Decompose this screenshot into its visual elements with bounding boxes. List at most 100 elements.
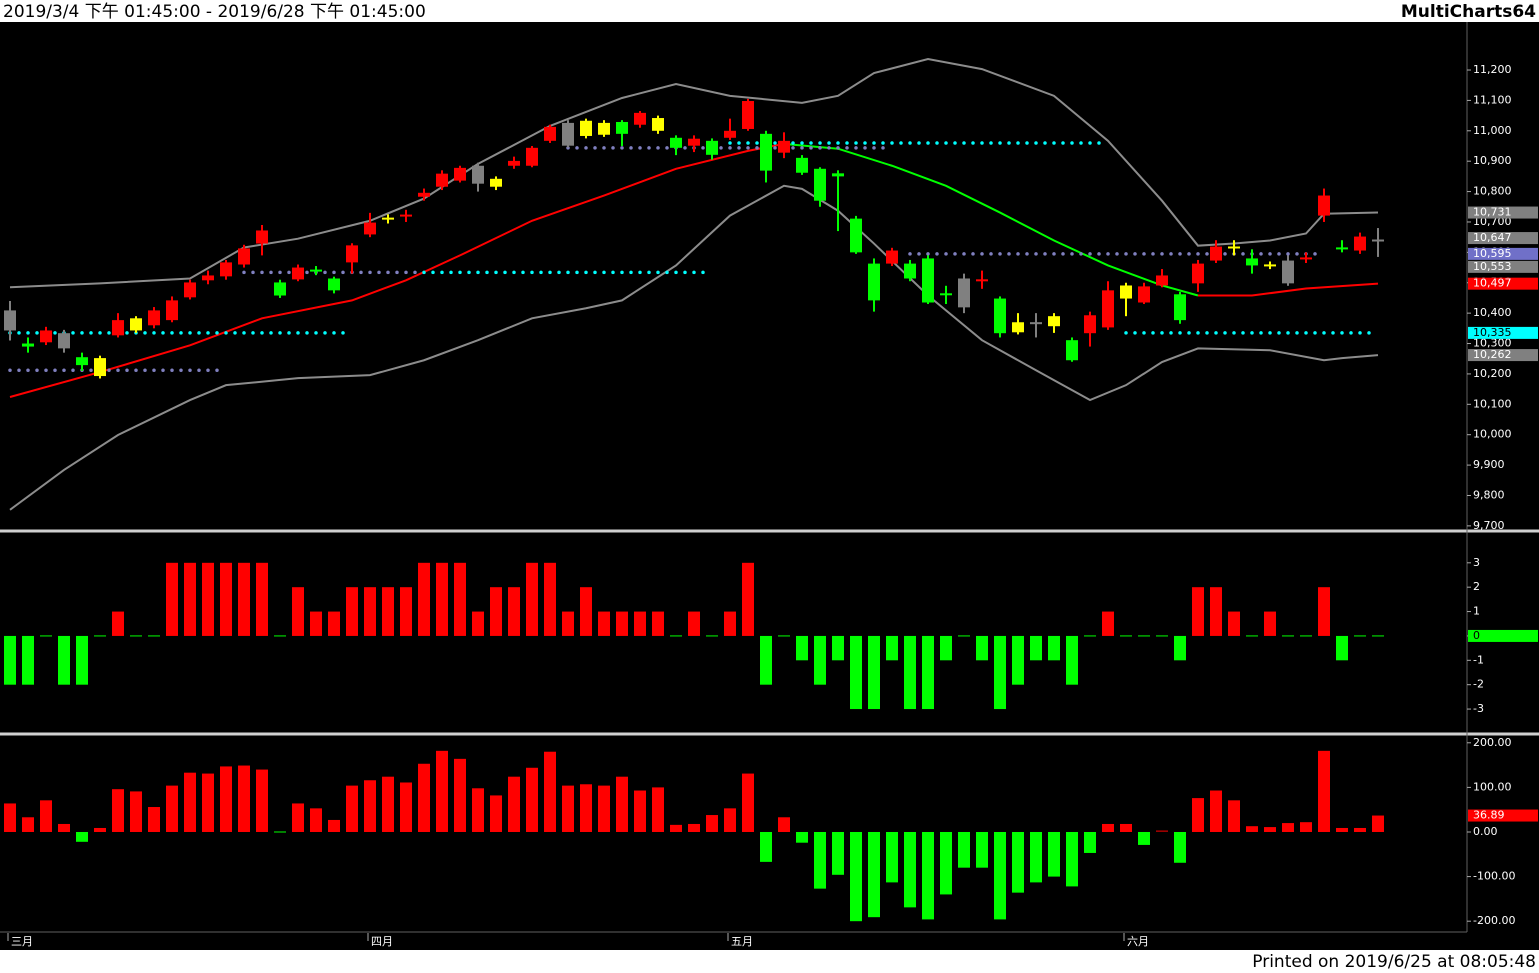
bar <box>706 635 718 637</box>
value-tag-label: 10,335 <box>1473 326 1512 339</box>
header-bar <box>0 0 1539 22</box>
bar <box>58 635 70 685</box>
bar <box>490 795 502 832</box>
bar <box>904 635 916 710</box>
candle-body <box>76 357 88 366</box>
bar <box>148 635 160 637</box>
indicator-line <box>9 142 785 398</box>
bar <box>58 823 70 832</box>
bar <box>112 789 124 832</box>
bar <box>922 831 934 920</box>
bar <box>1048 831 1060 877</box>
bar <box>976 831 988 868</box>
bar <box>526 562 538 636</box>
y-tick-label: -2 <box>1473 678 1484 691</box>
bar <box>130 635 142 637</box>
bar <box>436 750 448 832</box>
bar <box>706 815 718 832</box>
y-tick-label: 100.00 <box>1473 780 1512 793</box>
bar <box>40 635 52 637</box>
bar <box>1192 798 1204 832</box>
y-tick-label: 2 <box>1473 580 1480 593</box>
bar <box>454 758 466 832</box>
y-tick-label: 0.00 <box>1473 825 1498 838</box>
bar <box>1102 823 1114 832</box>
bar <box>202 773 214 832</box>
bar <box>598 611 610 636</box>
bar <box>1012 831 1024 893</box>
candle-body <box>1264 264 1276 267</box>
y-tick-label: -1 <box>1473 653 1484 666</box>
bar <box>958 635 970 637</box>
candle-body <box>1156 275 1168 286</box>
bar <box>904 831 916 908</box>
y-tick-label: 200.00 <box>1473 736 1512 749</box>
candle-body <box>58 333 70 349</box>
bar <box>1210 587 1222 636</box>
candle-body <box>1372 239 1384 242</box>
bar <box>508 776 520 832</box>
bar <box>1174 831 1186 863</box>
value-tag <box>1468 809 1538 822</box>
bar <box>742 562 754 636</box>
bar <box>94 827 106 832</box>
bar <box>994 635 1006 710</box>
candle-body <box>1336 247 1348 250</box>
candle-body <box>436 173 448 187</box>
candle-body <box>1300 257 1312 260</box>
candle-body <box>1012 322 1024 333</box>
bar <box>310 808 322 832</box>
candle-body <box>130 318 142 331</box>
bar <box>1318 587 1330 636</box>
bar <box>940 635 952 661</box>
bar <box>436 562 448 636</box>
bar <box>1174 635 1186 661</box>
bar <box>490 587 502 636</box>
candle-body <box>976 279 988 282</box>
candle-body <box>778 140 790 153</box>
bar <box>1102 611 1114 636</box>
bar <box>1012 635 1024 685</box>
candle-body <box>238 248 250 265</box>
bar <box>1048 635 1060 661</box>
bar <box>1192 587 1204 636</box>
bar <box>724 808 736 832</box>
bar <box>796 635 808 661</box>
bar <box>760 635 772 685</box>
bar <box>868 831 880 918</box>
candle-body <box>328 278 340 291</box>
candle-body <box>832 173 844 177</box>
candle-body <box>706 140 718 155</box>
candle-body <box>562 122 574 146</box>
bar <box>688 611 700 636</box>
bar <box>1120 823 1132 832</box>
y-tick-label: 11,000 <box>1473 124 1512 137</box>
bar <box>616 776 628 832</box>
bar <box>1354 827 1366 832</box>
bar <box>616 611 628 636</box>
bar <box>832 831 844 875</box>
bar <box>1300 635 1312 637</box>
bar <box>1336 635 1348 661</box>
bar <box>4 635 16 685</box>
candle-body <box>544 126 556 141</box>
bar <box>202 562 214 636</box>
bar <box>562 611 574 636</box>
candle-body <box>148 310 160 326</box>
bar <box>814 635 826 685</box>
candle-body <box>796 157 808 173</box>
value-tag-label: 10,731 <box>1473 206 1512 219</box>
bar <box>454 562 466 636</box>
bar <box>1156 830 1168 832</box>
bar <box>526 767 538 832</box>
bar <box>364 780 376 832</box>
candle-body <box>1138 286 1150 303</box>
y-tick-label: 9,700 <box>1473 519 1505 532</box>
candle-body <box>400 214 412 217</box>
bar <box>1372 635 1384 637</box>
bar <box>364 587 376 636</box>
value-tag <box>1468 349 1538 362</box>
bar <box>778 635 790 637</box>
bar <box>958 831 970 868</box>
